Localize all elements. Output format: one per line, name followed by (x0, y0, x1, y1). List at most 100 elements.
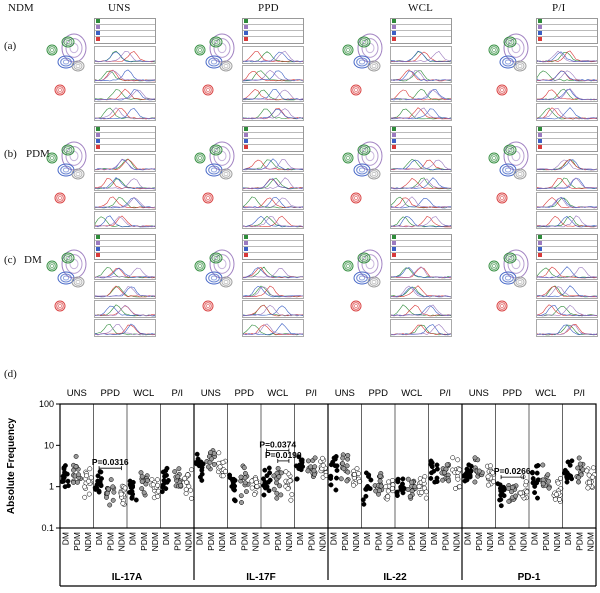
density-contour (204, 302, 212, 310)
sample-row (243, 19, 303, 25)
density-contour (517, 279, 523, 285)
data-point (120, 500, 126, 506)
histogram (536, 84, 598, 102)
data-point (428, 475, 434, 481)
data-point (199, 477, 205, 483)
histogram (536, 300, 598, 318)
density-contour (517, 171, 523, 177)
sample-swatch (244, 235, 248, 239)
data-point (398, 484, 404, 490)
density-contour (71, 168, 85, 180)
stim-label: UNS (201, 388, 221, 399)
flow-cell (472, 234, 598, 338)
density-contour (54, 84, 66, 96)
sample-table (536, 234, 598, 260)
histogram-trace (243, 158, 303, 171)
density-contour (504, 275, 512, 281)
density-contour (361, 38, 379, 58)
histogram-trace (537, 215, 597, 228)
tsne-plot (194, 249, 235, 312)
density-contour (197, 47, 203, 53)
data-point (444, 462, 450, 468)
data-point (262, 467, 268, 473)
histogram-trace (391, 107, 451, 120)
data-point (145, 478, 150, 484)
data-point (261, 476, 266, 482)
data-point (555, 480, 561, 486)
stim-label: WCL (401, 388, 422, 399)
tsne-plot (488, 249, 529, 312)
data-point (341, 466, 347, 472)
data-point (139, 474, 145, 479)
data-point (278, 492, 284, 498)
density-contour (356, 273, 368, 283)
data-point (576, 479, 581, 485)
flow-cell (326, 126, 452, 230)
tsne-plot (46, 33, 87, 96)
data-point (513, 493, 519, 499)
data-point (497, 497, 503, 503)
sample-row (243, 235, 303, 241)
data-point (183, 491, 189, 496)
data-point (366, 474, 371, 479)
sample-table (536, 18, 598, 44)
data-point (530, 480, 536, 486)
density-contour (209, 252, 223, 264)
histogram-trace (537, 305, 597, 317)
density-contour (369, 278, 379, 286)
data-point (535, 463, 541, 468)
data-point (311, 468, 317, 474)
density-contour (345, 155, 351, 161)
density-contour (48, 262, 56, 270)
flow-cell (326, 18, 452, 122)
density-contour (211, 38, 221, 46)
data-point (211, 461, 217, 467)
group-tick-label: PDM (139, 532, 149, 551)
histogram-trace (95, 197, 155, 209)
data-point (495, 481, 501, 487)
data-point (545, 472, 551, 478)
histogram-trace (537, 324, 597, 336)
data-point (501, 487, 507, 493)
density-contour (56, 86, 64, 94)
data-point (446, 478, 452, 484)
density-contour (515, 278, 525, 286)
data-point (334, 475, 339, 481)
histogram-trace (391, 89, 451, 101)
data-point (108, 477, 114, 483)
histogram-trace (391, 196, 451, 209)
density-contour (367, 60, 381, 72)
density-contour (71, 276, 85, 288)
data-point (450, 455, 456, 461)
data-point (534, 470, 540, 476)
group-tick-label: DM (61, 532, 71, 545)
histogram-trace (95, 89, 155, 101)
data-point (209, 456, 215, 462)
histogram-trace (537, 107, 597, 120)
histogram-trace (537, 89, 597, 101)
sample-swatch (244, 25, 248, 29)
tsne-plot (342, 33, 383, 96)
density-contour (61, 252, 75, 264)
density-contour (63, 146, 73, 154)
sample-row (243, 253, 303, 258)
histogram-trace (95, 267, 155, 279)
data-point (363, 486, 369, 492)
data-point (386, 479, 392, 485)
density-contour (361, 255, 367, 261)
sample-swatch (244, 19, 248, 23)
data-point (104, 494, 109, 500)
histogram-trace (243, 88, 303, 101)
data-point (490, 470, 496, 476)
histogram (94, 281, 156, 299)
data-point (377, 478, 383, 484)
data-point (468, 468, 474, 473)
data-point (159, 489, 165, 495)
data-point (405, 487, 411, 492)
data-point (535, 495, 540, 501)
density-contour (57, 87, 63, 93)
data-point (361, 501, 367, 507)
stim-label: PPD (502, 388, 522, 399)
histogram-trace (537, 215, 597, 228)
